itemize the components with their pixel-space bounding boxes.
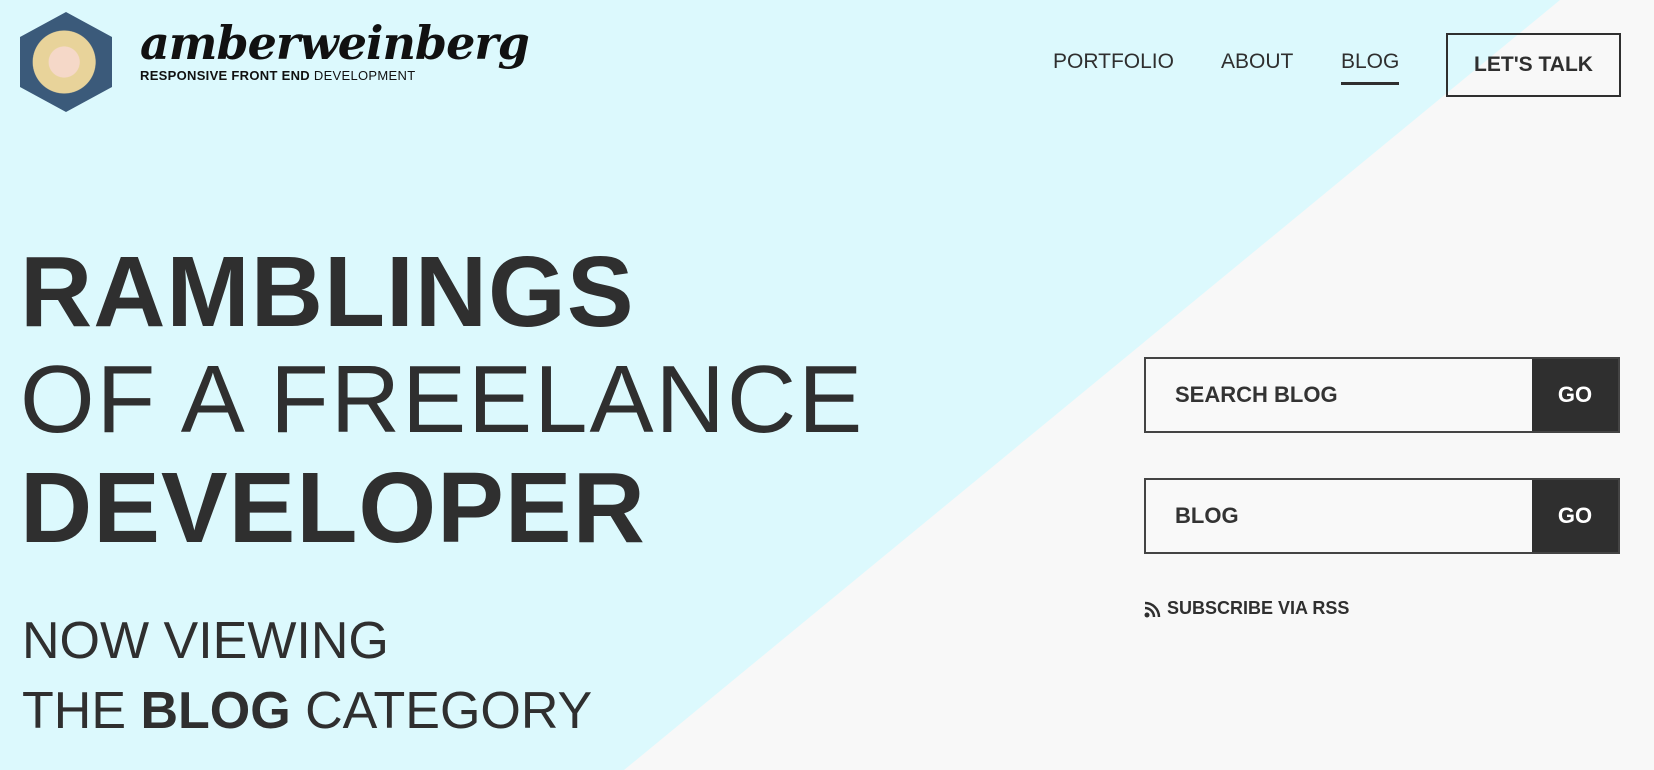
rss-icon	[1144, 601, 1161, 617]
nav-about[interactable]: ABOUT	[1221, 50, 1294, 73]
search-form: SEARCH BLOG GO	[1144, 357, 1620, 433]
nav-portfolio[interactable]: PORTFOLIO	[1053, 50, 1174, 73]
category-form: BLOG GO	[1144, 478, 1620, 554]
avatar[interactable]	[20, 12, 112, 112]
search-go-button[interactable]: GO	[1532, 359, 1618, 431]
nav-blog[interactable]: BLOG	[1341, 50, 1400, 85]
lets-talk-button[interactable]: LET'S TALK	[1446, 33, 1621, 97]
hero-line-1: RAMBLINGS	[20, 236, 635, 348]
rss-link[interactable]: SUBSCRIBE VIA RSS	[1144, 598, 1349, 619]
category-go-button[interactable]: GO	[1532, 480, 1618, 552]
rss-label: SUBSCRIBE VIA RSS	[1167, 598, 1350, 618]
hero-line-3: DEVELOPER	[20, 452, 646, 564]
category-heading: NOW VIEWING THE BLOG CATEGORY	[22, 606, 592, 746]
logo[interactable]: amberweinberg RESPONSIVE FRONT END DEVEL…	[140, 16, 530, 83]
viewing-category: BLOG	[140, 682, 291, 740]
hero-title: RAMBLINGS OF A FREELANCE DEVELOPER	[20, 238, 864, 562]
category-select[interactable]: BLOG	[1175, 503, 1239, 528]
viewing-prefix: THE	[22, 682, 126, 740]
tagline: RESPONSIVE FRONT END DEVELOPMENT	[140, 68, 529, 83]
tagline-light: DEVELOPMENT	[313, 68, 416, 83]
viewing-suffix: CATEGORY	[305, 682, 593, 740]
search-input[interactable]: SEARCH BLOG	[1175, 382, 1338, 407]
tagline-bold: RESPONSIVE FRONT END	[140, 68, 310, 83]
viewing-line-1: NOW VIEWING	[22, 612, 389, 670]
logo-name: amberweinberg	[140, 16, 530, 70]
hero-line-2: OF A FREELANCE	[20, 346, 865, 453]
